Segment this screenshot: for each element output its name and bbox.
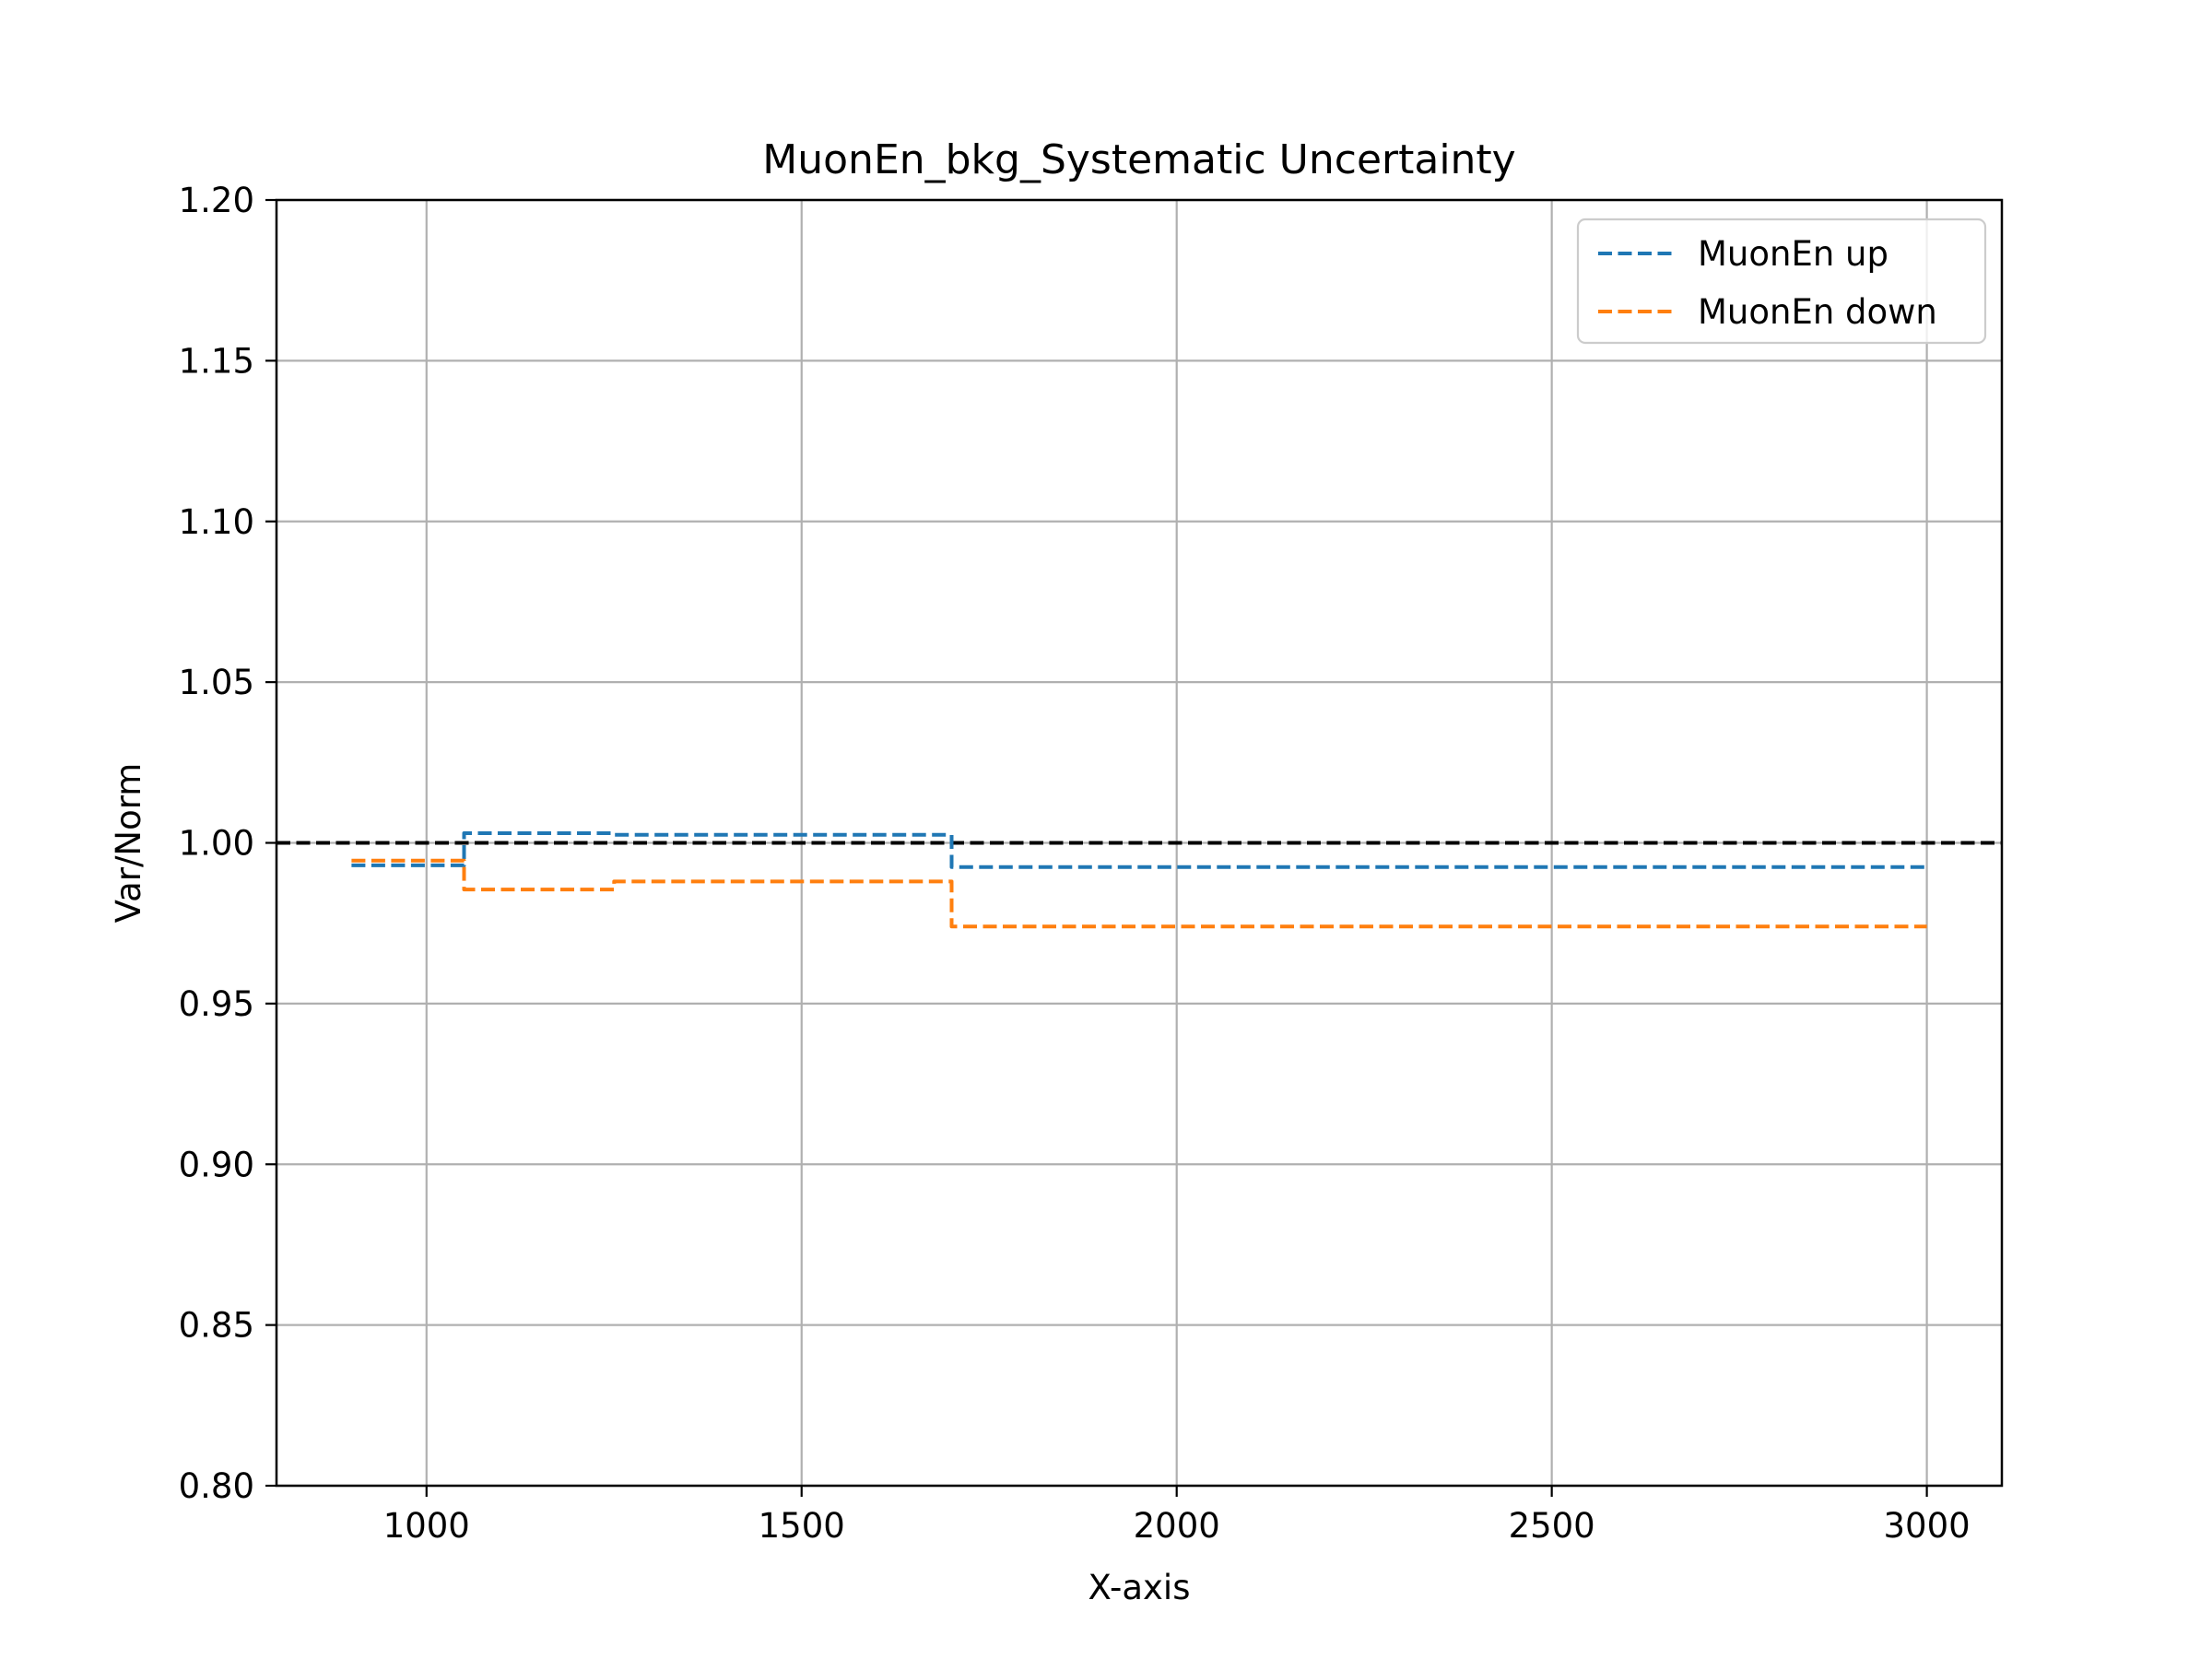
- x-tick-label: 1500: [759, 1506, 845, 1546]
- legend-label: MuonEn up: [1698, 234, 1888, 274]
- series-line-down: [351, 858, 1927, 929]
- y-tick-label: 1.15: [179, 341, 254, 381]
- legend-label: MuonEn down: [1698, 292, 1937, 332]
- y-tick-label: 0.80: [179, 1466, 254, 1506]
- x-tick-label: 1000: [383, 1506, 470, 1546]
- series-line-up: [351, 831, 1927, 869]
- x-tick-label: 3000: [1884, 1506, 1971, 1546]
- legend: MuonEn up MuonEn down: [1576, 218, 1987, 345]
- legend-box: [1576, 218, 1987, 345]
- ticks: 1000 1500 2000 2500 3000 0.80 0.85 0.90 0.95 1.00…: [179, 181, 1971, 1546]
- series-group: [351, 831, 1927, 929]
- y-tick-label: 0.85: [179, 1306, 254, 1346]
- x-tick-label: 2000: [1134, 1506, 1220, 1546]
- y-axis-label: Var/Norm: [109, 763, 148, 924]
- x-tick-label: 2500: [1509, 1506, 1595, 1546]
- y-tick-label: 1.00: [179, 824, 254, 864]
- chart-title: MuonEn_bkg_Systematic Uncertainty: [762, 136, 1515, 183]
- y-tick-label: 1.20: [179, 181, 254, 220]
- x-axis-label: X-axis: [1088, 1568, 1191, 1607]
- y-tick-label: 0.90: [179, 1145, 254, 1184]
- y-tick-label: 0.95: [179, 984, 254, 1024]
- y-tick-label: 1.05: [179, 663, 254, 702]
- y-tick-label: 1.10: [179, 502, 254, 542]
